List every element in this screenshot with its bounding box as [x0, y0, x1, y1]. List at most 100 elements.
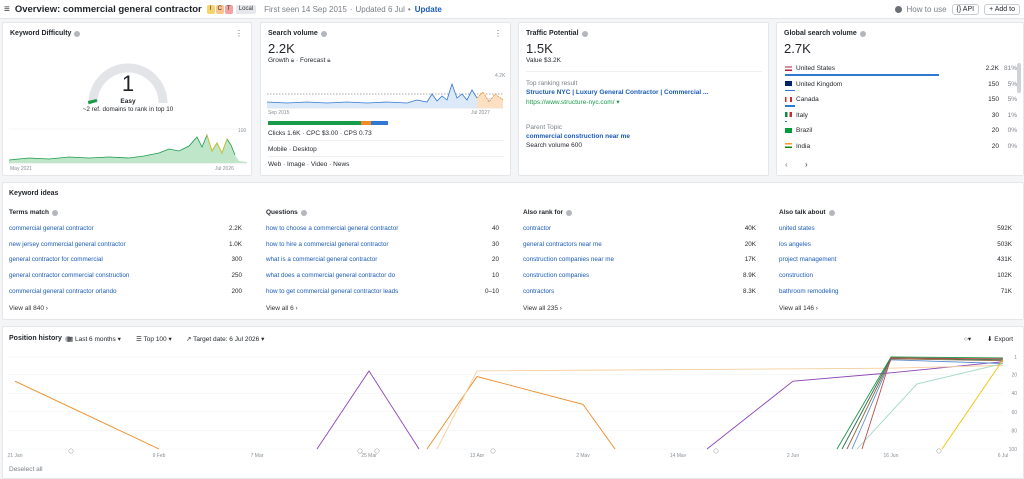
keyword-link[interactable]: how to choose a commercial general contr…	[266, 225, 399, 232]
plus-icon: +	[989, 5, 994, 13]
country-share-bar	[785, 89, 795, 91]
keyword-link[interactable]: commercial general contractor	[9, 225, 94, 232]
top-ranking-label: Top ranking result	[526, 80, 578, 87]
chevron-down-icon[interactable]: ▾	[616, 99, 620, 106]
kd-sub: ~2 ref. domains to rank in top 10	[82, 106, 174, 113]
more-icon[interactable]: ⋮	[235, 29, 243, 38]
annotation-marker[interactable]	[936, 448, 942, 454]
position-series-line[interactable]	[436, 364, 1004, 450]
keyword-link[interactable]: how to get commercial general contractor…	[266, 287, 399, 295]
more-icon[interactable]: ⋮	[494, 29, 502, 38]
position-series-line[interactable]	[316, 370, 420, 450]
menu-icon[interactable]: ≡	[4, 3, 10, 15]
prev-page-icon[interactable]: ‹	[785, 160, 788, 169]
keyword-volume: 250	[231, 272, 242, 280]
info-icon[interactable]	[320, 30, 327, 37]
country-percent: 0%	[1007, 127, 1017, 134]
keyword-ideas-title: Keyword ideas	[9, 190, 59, 197]
keyword-link[interactable]: how to hire a commercial general contrac…	[266, 240, 389, 248]
keyword-link[interactable]: new jersey commercial general contractor	[9, 240, 126, 248]
comment-icon[interactable]: ○▾	[964, 336, 972, 343]
deselect-all-link[interactable]: Deselect all	[9, 466, 43, 473]
position-series-line[interactable]	[846, 358, 1004, 450]
annotation-marker[interactable]	[490, 448, 496, 454]
view-all-link[interactable]: View all 840 ›	[9, 305, 48, 312]
view-all-link[interactable]: View all 235 ›	[523, 305, 562, 312]
position-series-line[interactable]	[836, 356, 1004, 450]
position-series-line[interactable]	[426, 375, 616, 450]
chevron-down-icon: ▾	[117, 336, 121, 343]
country-row[interactable]: Canada 150 5%	[785, 96, 1017, 103]
keyword-volume: 102K	[997, 272, 1012, 280]
info-icon[interactable]	[581, 30, 588, 37]
country-row[interactable]: United States 2.2K 81%	[785, 65, 1017, 72]
info-icon[interactable]	[64, 335, 71, 342]
country-row[interactable]: Brazil 20 0%	[785, 127, 1017, 134]
keyword-link[interactable]: contractors	[523, 287, 555, 295]
keyword-link[interactable]: project management	[779, 256, 837, 264]
api-button[interactable]: {} API	[951, 3, 980, 15]
tp-value-line: Value $3.2K	[526, 57, 561, 64]
info-icon[interactable]	[300, 209, 307, 216]
forecast-label[interactable]: Forecast	[300, 57, 326, 64]
gsv-title: Global search volume	[784, 30, 866, 37]
keyword-volume: 40K	[744, 225, 756, 232]
info-icon[interactable]	[51, 209, 58, 216]
country-row[interactable]: Italy 30 1%	[785, 112, 1017, 119]
sv-chart	[267, 82, 504, 109]
growth-label[interactable]: Growth	[268, 57, 289, 64]
annotation-marker[interactable]	[68, 448, 74, 454]
y-tick-label: 100	[1009, 447, 1018, 453]
keyword-volume: 503K	[997, 240, 1012, 248]
keyword-link[interactable]: general contractor for commercial	[9, 256, 103, 264]
country-percent: 81%	[1003, 65, 1017, 72]
top-ranking-title[interactable]: Structure NYC | Luxury General Contracto…	[526, 89, 709, 96]
info-icon[interactable]	[74, 30, 81, 37]
flag-icon	[785, 127, 792, 133]
keyword-link[interactable]: general contractor commercial constructi…	[9, 272, 130, 280]
date-range-select[interactable]: ▦ Last 6 months ▾	[67, 336, 121, 343]
top-select[interactable]: ☰ Top 100 ▾	[136, 336, 172, 343]
kd-y-max: 100	[238, 128, 247, 134]
keyword-link[interactable]: construction companies	[523, 272, 590, 280]
keyword-link[interactable]: what does a commercial general contracto…	[266, 272, 396, 280]
view-all-link[interactable]: View all 146 ›	[779, 305, 818, 312]
y-tick-label: 20	[1011, 373, 1017, 379]
position-series-line[interactable]	[861, 357, 1004, 450]
keyword-link[interactable]: what is a commercial general contractor	[266, 256, 378, 264]
position-series-line[interactable]	[941, 359, 1004, 450]
update-link[interactable]: Update	[414, 4, 442, 14]
gsv-card: Global search volume 2.7K United States 2…	[776, 22, 1024, 176]
country-row[interactable]: United Kingdom 150 5%	[785, 81, 1017, 88]
keyword-link[interactable]: construction	[779, 272, 813, 280]
position-series-line[interactable]	[14, 380, 160, 450]
keyword-link[interactable]: general contractors near me	[523, 240, 602, 248]
position-series-line[interactable]	[851, 359, 1004, 450]
parent-topic-keyword[interactable]: commercial construction near me	[526, 133, 631, 140]
next-page-icon[interactable]: ›	[805, 160, 808, 169]
export-button[interactable]: ⬇ Export	[987, 336, 1014, 343]
position-series-line[interactable]	[856, 363, 1004, 450]
info-icon[interactable]	[859, 30, 866, 37]
keyword-link[interactable]: construction companies near me	[523, 256, 615, 264]
info-icon[interactable]	[828, 209, 835, 216]
info-icon[interactable]	[566, 209, 573, 216]
keyword-link[interactable]: commercial general contractor orlando	[9, 287, 117, 295]
annotation-marker[interactable]	[713, 448, 719, 454]
add-to-button[interactable]: + Add to	[984, 3, 1020, 15]
keyword-link[interactable]: los angeles	[779, 240, 811, 248]
top-ranking-url[interactable]: https://www.structure-nyc.com/ ▾	[526, 99, 620, 106]
country-share-bar	[785, 105, 795, 107]
country-name: Canada	[796, 96, 819, 103]
keyword-link[interactable]: united states	[779, 225, 815, 232]
scrollbar[interactable]	[1017, 63, 1021, 93]
annotation-marker[interactable]	[357, 448, 363, 454]
country-row[interactable]: India 20 0%	[785, 143, 1017, 150]
keyword-link[interactable]: bathroom remodeling	[779, 287, 839, 295]
target-date-select[interactable]: ↗ Target date: 6 Jul 2026 ▾	[186, 336, 265, 343]
keyword-link[interactable]: contractor	[523, 225, 551, 232]
view-all-link[interactable]: View all 6 ›	[266, 305, 298, 312]
position-series-line[interactable]	[706, 361, 1004, 450]
how-to-use-link[interactable]: How to use	[906, 4, 947, 14]
annotation-marker[interactable]	[374, 448, 380, 454]
